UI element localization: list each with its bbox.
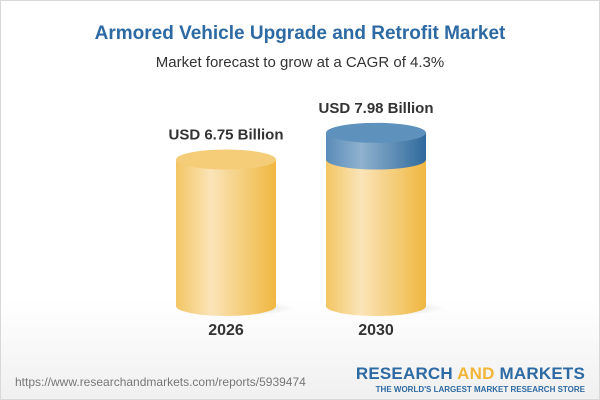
category-label: 2030: [358, 322, 394, 339]
category-label: 2026: [208, 322, 244, 339]
data-label: USD 7.98 Billion: [318, 100, 433, 117]
cylinder-chart: USD 6.75 Billion 2026 USD 7.98 Billion 2030: [168, 100, 444, 339]
chart-title: Armored Vehicle Upgrade and Retrofit Mar…: [94, 23, 506, 44]
bar-2026: [176, 159, 276, 316]
bar-2030: [326, 132, 426, 316]
chart-subtitle: Market forecast to grow at a CAGR of 4.3…: [155, 54, 445, 71]
logo-text: MARKETS: [494, 364, 585, 383]
bar-top-2030: [326, 122, 426, 143]
data-label: USD 6.75 Billion: [168, 127, 283, 144]
logo-text-and: AND: [457, 364, 495, 383]
source-url[interactable]: https://www.researchandmarkets.com/repor…: [15, 375, 306, 389]
growth-segment-2030: [326, 132, 426, 170]
logo-tagline: THE WORLD'S LARGEST MARKET RESEARCH STOR…: [375, 385, 585, 394]
logo-text: RESEARCH: [355, 364, 458, 383]
bar-top-2026: [176, 149, 276, 170]
research-and-markets-logo: RESEARCH AND MARKETS THE WORLD'S LARGEST…: [355, 364, 585, 395]
